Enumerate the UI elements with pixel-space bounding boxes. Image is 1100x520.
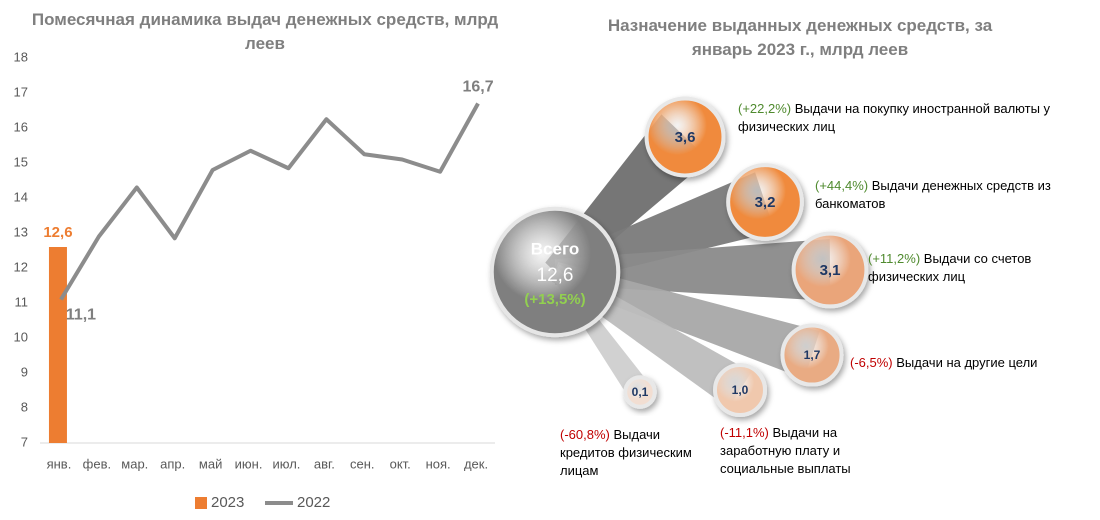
item-name: Выдачи на заработную плату и социальные … bbox=[720, 425, 851, 476]
item-label: (+11,2%) Выдачи со счетов физических лиц bbox=[868, 250, 1078, 286]
total-bubble bbox=[489, 206, 621, 338]
item-name: Выдачи на покупку иностранной валюты у ф… bbox=[738, 101, 1051, 134]
total-change: (+13,5%) bbox=[524, 291, 585, 308]
item-change: (-11,1%) bbox=[720, 425, 769, 440]
legend-label: 2023 bbox=[211, 494, 244, 511]
chart-title: Помесячная динамика выдач денежных средс… bbox=[31, 10, 499, 53]
bubble bbox=[780, 323, 844, 387]
y-tick-label: 16 bbox=[14, 119, 28, 134]
item-label: (+44,4%) Выдачи денежных средств из банк… bbox=[815, 177, 1085, 213]
item-name: Выдачи со счетов физических лиц bbox=[868, 251, 1032, 284]
x-tick-label: дек. bbox=[464, 456, 488, 471]
bubble bbox=[791, 231, 869, 309]
legend-swatch bbox=[195, 497, 207, 509]
line-value-label: 16,7 bbox=[462, 79, 493, 96]
item-change: (+44,4%) bbox=[815, 178, 869, 193]
x-tick-label: июн. bbox=[235, 456, 263, 471]
bubble bbox=[644, 96, 726, 178]
bubble bbox=[726, 163, 804, 241]
item-name: Выдачи на другие цели bbox=[896, 355, 1038, 370]
x-tick-label: июл. bbox=[272, 456, 300, 471]
line bbox=[59, 102, 480, 301]
y-tick-label: 8 bbox=[21, 399, 28, 414]
y-tick-label: 11 bbox=[15, 294, 29, 309]
line-value-label: 11,1 bbox=[66, 307, 96, 324]
item-change: (-60,8%) bbox=[560, 427, 610, 442]
x-tick-label: май bbox=[199, 456, 222, 471]
y-tick-label: 18 bbox=[14, 49, 28, 64]
x-tick-label: окт. bbox=[390, 456, 411, 471]
item-change: (+22,2%) bbox=[738, 101, 792, 116]
item-label: (-11,1%) Выдачи на заработную плату и со… bbox=[720, 424, 880, 478]
y-tick-label: 10 bbox=[14, 329, 28, 344]
x-tick-label: сен. bbox=[350, 456, 375, 471]
bubble-value: 1,7 bbox=[804, 348, 821, 362]
chart-title: Назначение выданных денежных средств, за… bbox=[607, 16, 993, 59]
item-label: (-60,8%) Выдачи кредитов физическим лица… bbox=[560, 426, 700, 480]
x-tick-label: мар. bbox=[121, 456, 148, 471]
y-tick-label: 17 bbox=[14, 84, 28, 99]
item-change: (-6,5%) bbox=[850, 355, 893, 370]
bubble-value: 0,1 bbox=[632, 385, 649, 399]
bubble bbox=[713, 363, 767, 417]
total-label: Всего bbox=[531, 239, 579, 258]
legend-label: 2022 bbox=[297, 494, 330, 511]
total-value: 12,6 bbox=[537, 265, 574, 286]
bubble-value: 3,6 bbox=[675, 129, 696, 146]
item-change: (+11,2%) bbox=[868, 251, 921, 266]
y-tick-label: 14 bbox=[14, 189, 28, 204]
bubble-value: 1,0 bbox=[732, 383, 749, 397]
bubble-value: 3,2 bbox=[755, 194, 776, 211]
x-tick-label: ноя. bbox=[426, 456, 451, 471]
bar bbox=[48, 247, 67, 443]
y-tick-label: 13 bbox=[14, 224, 28, 239]
y-tick-label: 12 bbox=[14, 259, 28, 274]
y-tick-label: 15 bbox=[14, 154, 28, 169]
item-name: Выдачи денежных средств из банкоматов bbox=[815, 178, 1051, 211]
x-tick-label: авг. bbox=[314, 456, 335, 471]
item-name: Выдачи кредитов физическим лицам bbox=[560, 427, 692, 478]
y-tick-label: 7 bbox=[21, 434, 28, 449]
item-label: (+22,2%) Выдачи на покупку иностранной в… bbox=[738, 100, 1098, 136]
x-tick-label: фев. bbox=[83, 456, 111, 471]
x-tick-label: янв. bbox=[47, 456, 72, 471]
y-tick-label: 9 bbox=[21, 364, 28, 379]
bubble bbox=[623, 375, 657, 409]
item-label: (-6,5%) Выдачи на другие цели bbox=[850, 354, 1090, 372]
x-tick-label: апр. bbox=[160, 456, 185, 471]
bubble-value: 3,1 bbox=[820, 262, 841, 279]
bar-value-label: 12,6 bbox=[43, 224, 72, 241]
connector bbox=[551, 262, 820, 379]
